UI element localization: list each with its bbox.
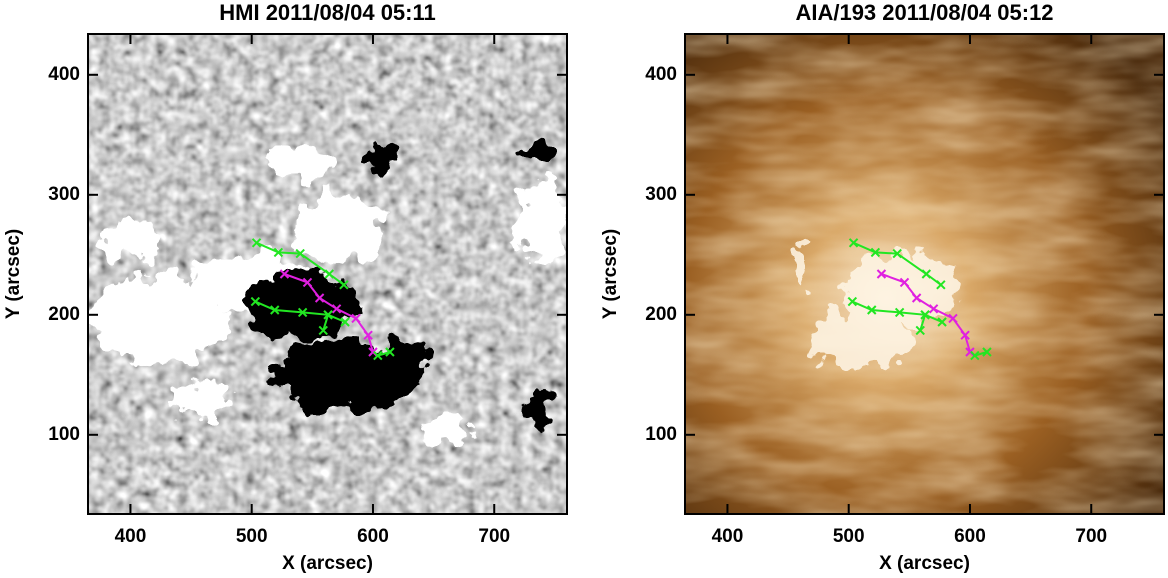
magnetogram-image	[88, 34, 567, 514]
track-point	[960, 330, 970, 340]
track-point	[847, 296, 858, 307]
x-tick-label: 700	[478, 526, 510, 547]
x-axis-label: X (arcsec)	[282, 553, 373, 574]
track-point	[870, 247, 881, 258]
track-point	[295, 248, 305, 259]
track-point	[324, 269, 335, 279]
track-point	[297, 307, 308, 318]
track-point	[302, 277, 313, 288]
plot-frame	[87, 33, 568, 515]
track-point	[921, 269, 932, 279]
y-tick-label: 400	[48, 64, 80, 85]
track-point	[363, 330, 373, 340]
y-axis-label: Y (arcsec)	[600, 229, 621, 320]
track-point	[323, 310, 333, 320]
y-tick-label: 100	[48, 424, 80, 445]
track-point	[937, 317, 947, 327]
track-point	[892, 248, 902, 259]
track-point	[876, 269, 887, 279]
y-tick-label: 300	[48, 184, 80, 205]
x-tick-label: 400	[115, 526, 147, 547]
x-tick-label: 600	[954, 526, 986, 547]
track-point	[273, 247, 284, 258]
track-point	[920, 310, 930, 320]
track-point	[848, 238, 859, 248]
track-point	[928, 304, 939, 314]
x-axis-label: X (arcsec)	[879, 553, 970, 574]
x-tick-label: 600	[357, 526, 389, 547]
plot-frame	[684, 33, 1165, 515]
track-line	[974, 351, 988, 357]
track-point	[331, 304, 342, 314]
x-tick-label: 500	[833, 526, 865, 547]
track-point	[270, 305, 280, 315]
track-point	[339, 280, 349, 290]
y-tick-label: 400	[645, 64, 677, 85]
track-point	[318, 325, 328, 336]
track-point	[970, 350, 980, 361]
track-point	[948, 313, 958, 324]
track-point	[899, 277, 910, 288]
x-tick-label: 500	[236, 526, 268, 547]
y-tick-label: 200	[48, 304, 80, 325]
x-tick-label: 400	[712, 526, 744, 547]
track-point	[936, 280, 946, 290]
y-tick-label: 100	[645, 424, 677, 445]
track-point	[314, 293, 325, 303]
track-point	[867, 305, 877, 315]
track-point	[894, 307, 905, 318]
y-axis-label: Y (arcsec)	[3, 229, 24, 320]
track-point	[373, 350, 383, 361]
y-tick-label: 200	[645, 304, 677, 325]
track-line	[322, 314, 330, 331]
track-line	[377, 351, 391, 357]
track-point	[385, 347, 395, 357]
track-point	[351, 313, 361, 324]
track-point	[340, 317, 350, 327]
track-point	[911, 293, 922, 303]
track-point	[915, 325, 925, 336]
chart-title: AIA/193 2011/08/04 05:12	[795, 0, 1053, 25]
euv-image	[685, 34, 1164, 514]
track-point	[251, 238, 262, 248]
y-tick-label: 300	[645, 184, 677, 205]
track-point	[982, 347, 992, 357]
track-point	[279, 269, 290, 279]
track-line	[919, 314, 927, 331]
track-point	[250, 296, 261, 307]
chart-title: HMI 2011/08/04 05:11	[219, 0, 436, 25]
x-tick-label: 700	[1075, 526, 1107, 547]
